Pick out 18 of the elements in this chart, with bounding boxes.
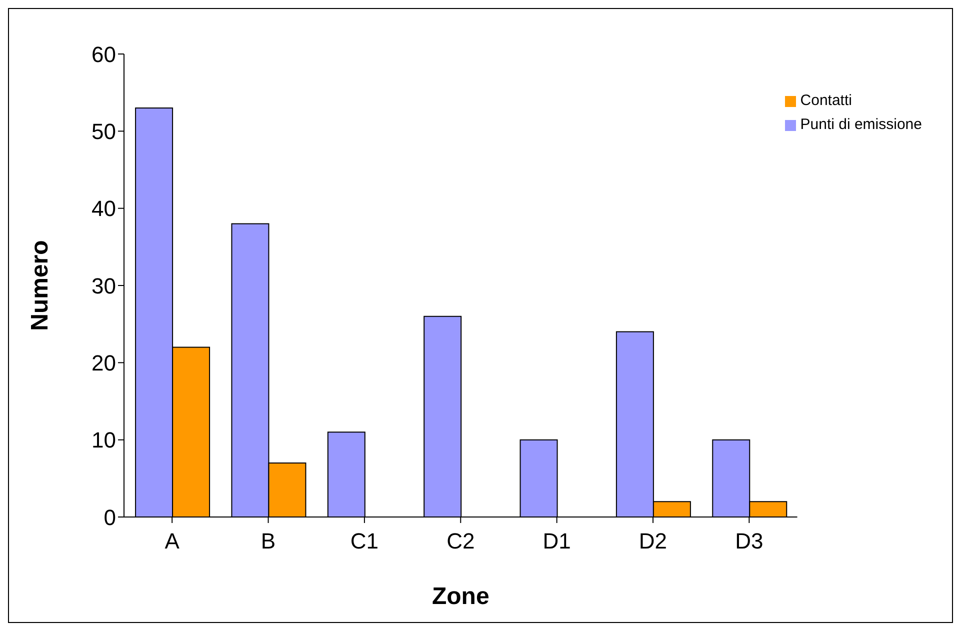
x-axis-title: Zone [432, 583, 490, 610]
x-tick-label: A [164, 528, 180, 554]
y-axis-title: Numero [26, 240, 54, 331]
y-tick-label: 30 [92, 273, 116, 298]
y-tick-label: 50 [92, 118, 116, 144]
y-tick-label: 20 [92, 350, 116, 376]
legend-label: Contatti [800, 92, 852, 109]
y-tick-label: 60 [92, 42, 116, 67]
y-tick-label: 0 [104, 504, 116, 530]
y-tick-label: 10 [92, 428, 116, 453]
x-tick-label: B [260, 528, 276, 554]
x-tick-label: C2 [446, 528, 475, 554]
y-tick-label: 40 [92, 196, 116, 222]
x-tick-label: C1 [350, 528, 379, 554]
x-tick-label: D3 [735, 528, 764, 554]
x-tick-label: D2 [638, 528, 668, 554]
x-tick-label: D1 [542, 528, 571, 554]
legend-label: Punti di emissione [800, 116, 922, 133]
